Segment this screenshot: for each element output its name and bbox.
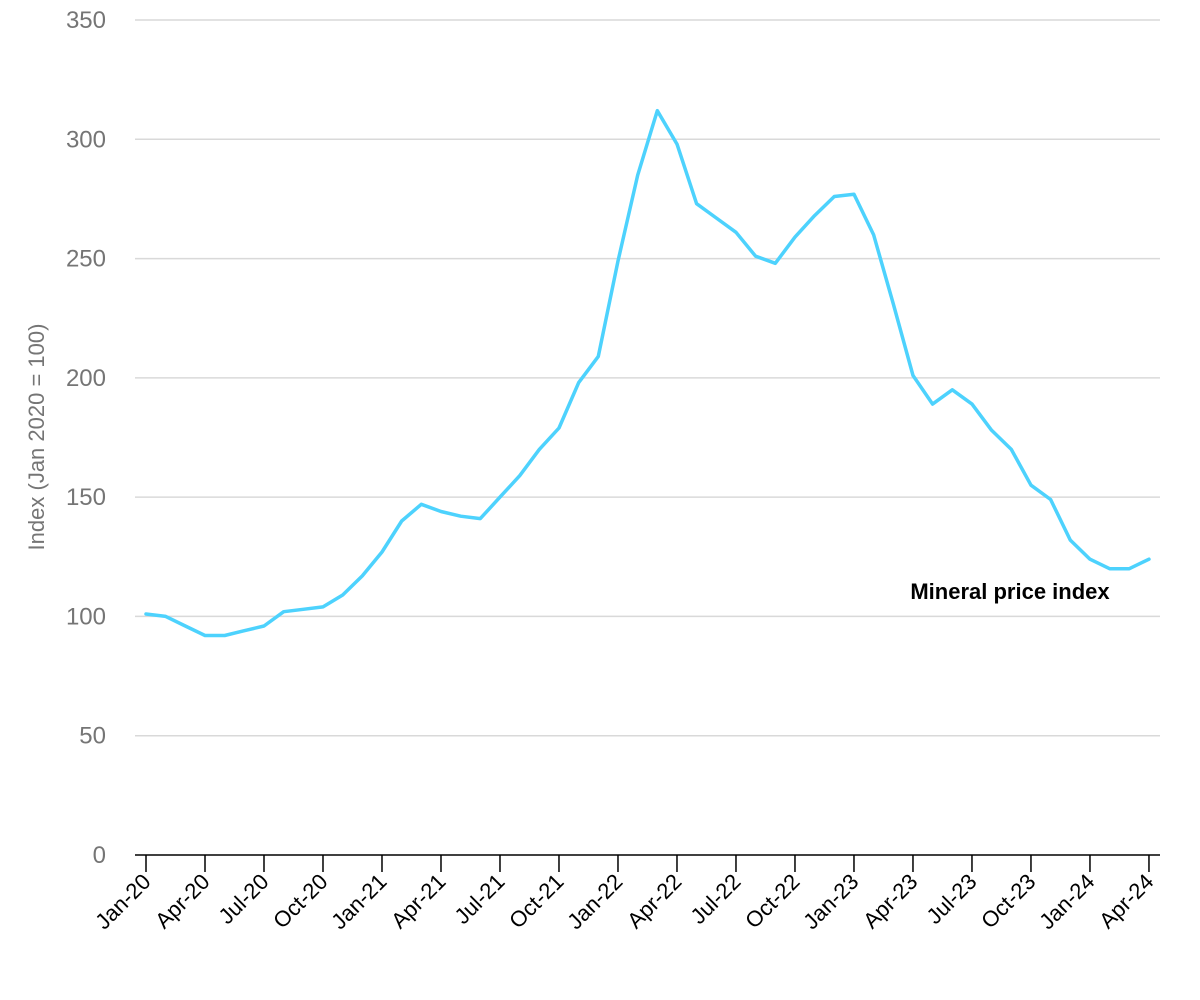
x-tick-label-Jan-23: Jan-23 (798, 869, 863, 934)
x-tick-label-Jul-22: Jul-22 (685, 869, 745, 929)
x-tick-label-Jul-23: Jul-23 (921, 869, 981, 929)
y-axis-title: Index (Jan 2020 = 100) (24, 324, 49, 551)
gridlines (135, 19, 1160, 737)
series-line-0 (144, 108, 1151, 638)
y-tick-label-0: 0 (93, 842, 106, 869)
series-group (144, 108, 1151, 638)
y-tick-label-200: 200 (66, 365, 106, 392)
x-tick-label-Apr-20: Apr-20 (150, 869, 214, 933)
x-tick-label-Apr-21: Apr-21 (386, 869, 450, 933)
x-tick-label-Jul-21: Jul-21 (449, 869, 509, 929)
y-tick-label-250: 250 (66, 246, 106, 273)
x-tick-label-Jan-20: Jan-20 (90, 869, 155, 934)
y-tick-label-300: 300 (66, 126, 106, 153)
y-tick-label-350: 350 (66, 7, 106, 34)
y-tick-label-100: 100 (66, 603, 106, 630)
x-tick-label-Jan-21: Jan-21 (326, 869, 391, 934)
x-tick-label-Apr-24: Apr-24 (1094, 869, 1158, 933)
x-tick-label-Apr-23: Apr-23 (858, 869, 922, 933)
x-tick-label-Oct-20: Oct-20 (268, 869, 332, 933)
x-tick-label-Jul-20: Jul-20 (213, 869, 273, 929)
x-tick-label-Oct-22: Oct-22 (740, 869, 804, 933)
y-axis-ticks: 0 50 100 150 200 250 300 350 (66, 7, 106, 869)
x-tick-label-Jan-24: Jan-24 (1034, 869, 1099, 934)
x-tick-label-Jan-22: Jan-22 (562, 869, 627, 934)
x-tick-label-Oct-21: Oct-21 (504, 869, 568, 933)
x-tick-label-Oct-23: Oct-23 (976, 869, 1040, 933)
y-tick-label-50: 50 (79, 723, 106, 750)
x-tick-label-Apr-22: Apr-22 (622, 869, 686, 933)
series-label: Mineral price index (910, 579, 1110, 604)
x-axis-ticks: Jan-20Apr-20Jul-20Oct-20Jan-21Apr-21Jul-… (90, 855, 1159, 934)
y-tick-label-150: 150 (66, 484, 106, 511)
